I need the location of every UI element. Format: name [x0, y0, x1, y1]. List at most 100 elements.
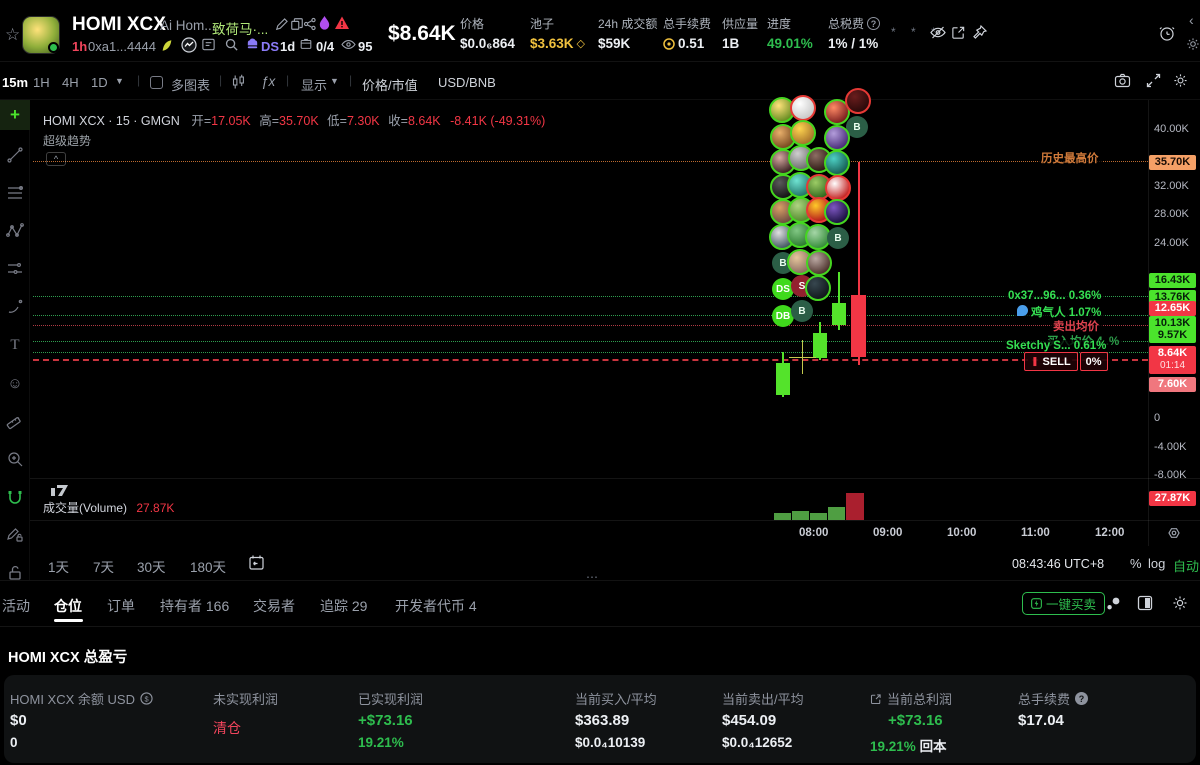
interval-15m[interactable]: 15m — [2, 75, 29, 90]
trade-badge-ds[interactable]: DS — [772, 278, 794, 300]
token-avatar[interactable] — [22, 16, 60, 54]
text-tool[interactable]: T — [10, 336, 20, 353]
display-menu[interactable]: 显示 — [301, 78, 328, 93]
trade-badge-b[interactable]: B — [846, 116, 868, 138]
range-7d-button[interactable]: 7天 — [93, 560, 115, 575]
tab-activity[interactable]: 活动 — [2, 598, 30, 614]
interval-1d[interactable]: 1D — [91, 75, 108, 90]
volume-label[interactable]: 成交量(Volume) — [43, 501, 128, 515]
chart-settings-gear-icon[interactable] — [1173, 73, 1188, 88]
pin-icon[interactable] — [972, 24, 988, 40]
percent-scale-button[interactable]: % — [1130, 556, 1142, 571]
bubbles-icon[interactable] — [1105, 596, 1121, 612]
ruler-tool[interactable] — [0, 406, 30, 436]
sell-tag-label[interactable]: SELL — [1042, 355, 1071, 368]
candle-body[interactable] — [832, 303, 846, 325]
chart-platform-icon[interactable] — [181, 37, 197, 53]
range-30d-button[interactable]: 30天 — [137, 560, 166, 575]
crosshair-tool[interactable]: + — [0, 100, 30, 130]
tab-tracking[interactable]: 追踪 29 — [320, 598, 368, 614]
contract-address[interactable]: 0xa1...4444 — [88, 39, 156, 54]
search-icon[interactable] — [224, 37, 239, 52]
candle-body[interactable] — [813, 333, 827, 358]
indicators-fx-button[interactable]: ƒx — [261, 74, 276, 89]
pattern-tool[interactable] — [0, 216, 30, 246]
tab-orders[interactable]: 订单 — [107, 598, 135, 614]
open-external-icon[interactable] — [951, 25, 966, 40]
trader-avatar[interactable] — [845, 88, 871, 114]
fib-lines-tool[interactable] — [0, 178, 30, 208]
favorite-star-icon[interactable]: ☆ — [5, 25, 21, 44]
edit-icon[interactable] — [275, 17, 289, 31]
trader-avatar[interactable] — [790, 95, 816, 121]
trade-badge-b[interactable]: B — [827, 227, 849, 249]
sell-position-tag[interactable]: ❚ SELL 0% — [1024, 352, 1108, 371]
volume-bar[interactable] — [846, 493, 864, 520]
price-mcap-toggle[interactable]: 价格/市值 — [362, 78, 418, 93]
auto-scale-button[interactable]: 自动 — [1173, 559, 1200, 574]
external-link-icon[interactable] — [870, 693, 882, 705]
candle-body[interactable] — [851, 295, 866, 357]
collapse-panel-chevron-icon[interactable]: ‹ — [1189, 12, 1194, 28]
clock-utc[interactable]: 08:43:46 UTC+8 — [1012, 557, 1105, 571]
pane-drag-handle[interactable]: ⋯ — [586, 570, 600, 584]
alarm-add-icon[interactable] — [1158, 24, 1176, 42]
share-nodes-icon[interactable] — [303, 17, 317, 31]
volume-bar[interactable] — [792, 511, 809, 520]
trader-avatar[interactable] — [806, 250, 832, 276]
zoom-in-tool[interactable] — [0, 444, 30, 474]
currency-toggle[interactable]: USD/BNB — [438, 75, 496, 90]
trader-avatar[interactable] — [805, 224, 831, 250]
candle-body[interactable] — [776, 363, 790, 395]
go-to-date-calendar-icon[interactable] — [248, 554, 265, 571]
fullscreen-expand-icon[interactable] — [1146, 73, 1161, 88]
trader-avatar[interactable] — [824, 199, 850, 225]
feather-icon[interactable] — [160, 38, 174, 53]
drag-handle-icon[interactable]: ❚ — [1031, 356, 1039, 366]
log-scale-button[interactable]: log — [1148, 556, 1166, 571]
legend-collapse-button[interactable]: ^ — [46, 152, 66, 166]
multi-chart-checkbox[interactable] — [150, 76, 163, 89]
ds-platform-label[interactable]: DS — [261, 39, 280, 54]
trade-badge-b[interactable]: B — [791, 300, 813, 322]
range-180d-button[interactable]: 180天 — [190, 560, 227, 575]
screenshot-camera-icon[interactable] — [1114, 73, 1131, 88]
trader-avatar[interactable] — [824, 150, 850, 176]
trader-avatar[interactable] — [790, 120, 816, 146]
drawing-lock-tool[interactable] — [0, 520, 30, 550]
volume-bar[interactable] — [774, 513, 791, 520]
volume-bar[interactable] — [828, 507, 845, 520]
notes-icon[interactable] — [201, 37, 216, 52]
indicator-name[interactable]: 超级趋势 — [43, 134, 92, 148]
tab-holders[interactable]: 持有者 166 — [160, 598, 230, 614]
header-gear-icon[interactable] — [1186, 37, 1200, 51]
candle-style-icon[interactable] — [231, 74, 246, 90]
trader-avatar[interactable] — [825, 175, 851, 201]
tab-traders[interactable]: 交易者 — [253, 598, 295, 614]
split-panel-icon[interactable] — [1137, 595, 1153, 611]
tab-dev-tokens[interactable]: 开发者代币 4 — [395, 598, 477, 614]
copy-icon[interactable] — [290, 17, 304, 31]
display-chevron-down-icon[interactable]: ▼ — [330, 76, 339, 86]
pane-divider[interactable] — [30, 478, 1200, 479]
trade-badge-db[interactable]: DB — [772, 305, 794, 327]
legend-title[interactable]: HOMI XCX · 15 · GMGN — [43, 114, 180, 128]
range-1d-button[interactable]: 1天 — [48, 560, 70, 575]
trader-avatar[interactable] — [805, 275, 831, 301]
interval-4h[interactable]: 4H — [62, 75, 79, 90]
forecast-tool[interactable] — [0, 254, 30, 284]
unlock-tool[interactable] — [0, 558, 30, 588]
trader-avatar[interactable] — [824, 125, 850, 151]
one-click-trade-button[interactable]: 一键买卖 — [1022, 592, 1106, 615]
volume-bar[interactable] — [810, 513, 827, 520]
hide-eye-off-icon[interactable] — [930, 25, 946, 40]
tabs-settings-gear-icon[interactable] — [1172, 595, 1188, 611]
help-icon[interactable]: ? — [867, 17, 881, 30]
interval-1h[interactable]: 1H — [33, 75, 50, 90]
tab-positions[interactable]: 仓位 — [54, 598, 82, 614]
multi-chart-label[interactable]: 多图表 — [171, 78, 211, 93]
help-icon[interactable]: ? — [1075, 692, 1089, 705]
time-axis-settings-icon[interactable] — [1166, 525, 1182, 541]
brush-tool[interactable] — [0, 292, 30, 322]
